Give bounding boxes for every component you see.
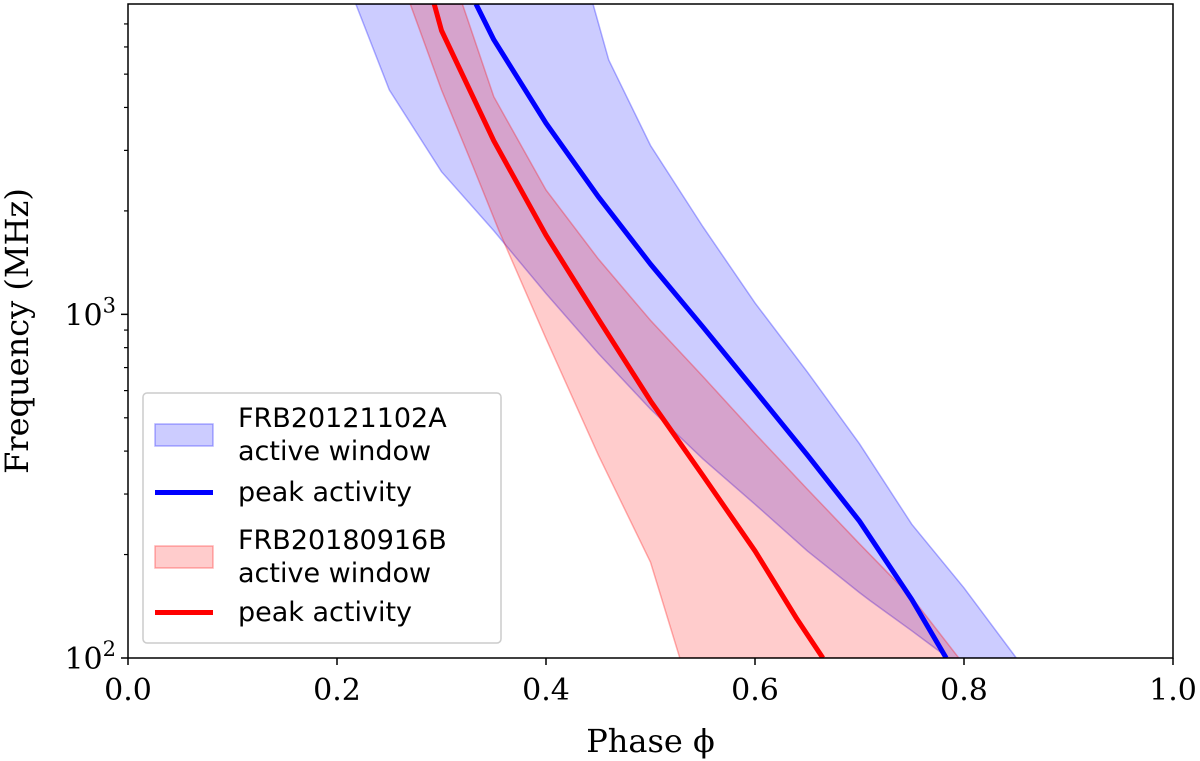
y-tick-label: 102 <box>64 637 116 677</box>
legend-box <box>142 392 502 644</box>
legend-label: peak activity <box>238 477 412 508</box>
x-tick-label: 1.0 <box>1149 673 1197 708</box>
x-tick-label: 0.0 <box>104 673 152 708</box>
x-tick-label: 0.8 <box>940 673 988 708</box>
peak-line-frb20180916b <box>431 4 825 658</box>
legend-label: active window <box>238 558 431 589</box>
band-frb20121102a <box>354 4 1018 658</box>
x-tick-label: 0.4 <box>522 673 570 708</box>
legend-label: active window <box>238 436 431 467</box>
legend-swatch-patch <box>154 545 214 569</box>
y-tick-label: 103 <box>64 293 116 333</box>
band-frb20180916b <box>409 4 960 658</box>
series-layer <box>431 4 949 658</box>
legend-label: FRB20121102A <box>238 403 447 434</box>
peak-line-frb20121102a <box>473 4 949 658</box>
x-tick-label: 0.2 <box>313 673 361 708</box>
y-axis-label: Frequency (MHz) <box>0 188 36 474</box>
bands-layer <box>354 4 1018 658</box>
axes-frame <box>127 3 1174 659</box>
x-tick-label: 0.6 <box>731 673 779 708</box>
x-axis-label: Phase ϕ <box>586 722 715 760</box>
legend-label: peak activity <box>238 597 412 628</box>
ticks-layer: 0.0 0.2 0.4 0.6 0.8 1.0 102 103 <box>64 23 1197 708</box>
legend-swatch-patch <box>154 423 214 447</box>
legend-label: FRB20180916B <box>238 525 447 556</box>
